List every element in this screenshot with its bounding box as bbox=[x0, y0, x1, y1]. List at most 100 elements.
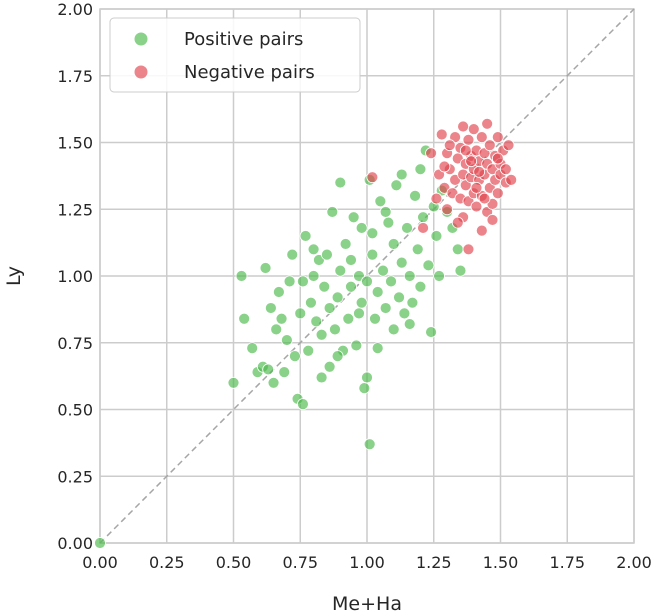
x-tick-label: 1.50 bbox=[483, 553, 519, 572]
data-point-negative-pairs bbox=[470, 200, 483, 213]
data-point-positive-pairs bbox=[278, 366, 291, 379]
data-point-positive-pairs bbox=[323, 302, 336, 314]
data-point-positive-pairs bbox=[430, 230, 443, 242]
data-point-positive-pairs bbox=[326, 206, 339, 218]
data-point-positive-pairs bbox=[361, 275, 373, 288]
data-point-positive-pairs bbox=[401, 222, 413, 234]
data-point-negative-pairs bbox=[366, 171, 379, 184]
data-point-positive-pairs bbox=[361, 371, 373, 384]
data-point-negative-pairs bbox=[435, 128, 448, 141]
data-point-positive-pairs bbox=[422, 259, 435, 272]
legend-label-negative-pairs: Negative pairs bbox=[184, 62, 315, 83]
data-point-positive-pairs bbox=[433, 270, 445, 282]
data-point-negative-pairs bbox=[486, 214, 499, 226]
data-point-positive-pairs bbox=[355, 222, 368, 234]
x-tick-label: 0.00 bbox=[82, 553, 118, 572]
y-tick-label: 1.50 bbox=[57, 134, 93, 153]
data-point-positive-pairs bbox=[283, 275, 296, 288]
data-point-positive-pairs bbox=[425, 326, 437, 338]
data-point-positive-pairs bbox=[414, 280, 427, 293]
data-point-positive-pairs bbox=[227, 376, 240, 389]
data-point-positive-pairs bbox=[417, 211, 429, 224]
data-point-positive-pairs bbox=[307, 243, 320, 256]
data-point-negative-pairs bbox=[491, 187, 504, 200]
data-point-negative-pairs bbox=[473, 165, 486, 178]
data-point-positive-pairs bbox=[286, 248, 299, 261]
data-point-positive-pairs bbox=[406, 296, 419, 309]
data-point-positive-pairs bbox=[409, 189, 421, 202]
data-point-positive-pairs bbox=[318, 280, 331, 293]
data-point-negative-pairs bbox=[430, 192, 443, 205]
data-points bbox=[94, 117, 518, 549]
data-point-negative-pairs bbox=[499, 163, 512, 176]
data-point-negative-pairs bbox=[475, 224, 488, 237]
data-point-negative-pairs bbox=[451, 216, 464, 229]
y-tick-label: 0.25 bbox=[57, 467, 93, 486]
plot-area-frame bbox=[99, 8, 635, 544]
y-tick-label: 1.25 bbox=[57, 200, 93, 219]
y-tick-label: 1.00 bbox=[57, 267, 93, 286]
data-point-positive-pairs bbox=[246, 342, 259, 354]
data-point-positive-pairs bbox=[280, 334, 293, 346]
data-point-negative-pairs bbox=[443, 139, 456, 152]
data-point-negative-pairs bbox=[417, 222, 429, 234]
data-point-negative-pairs bbox=[502, 139, 515, 152]
data-point-positive-pairs bbox=[369, 312, 381, 325]
data-point-positive-pairs bbox=[334, 264, 347, 277]
data-point-positive-pairs bbox=[355, 296, 368, 309]
data-point-negative-pairs bbox=[505, 173, 518, 186]
y-axis-ticks: 0.00 0.25 0.50 0.75 1.00 1.25 1.50 1.75 2.00 bbox=[57, 0, 93, 553]
data-point-positive-pairs bbox=[270, 323, 283, 336]
x-tick-label: 1.25 bbox=[416, 553, 452, 572]
data-point-negative-pairs bbox=[481, 117, 494, 130]
data-point-positive-pairs bbox=[395, 168, 408, 181]
data-point-positive-pairs bbox=[264, 302, 277, 314]
data-point-positive-pairs bbox=[342, 312, 355, 325]
data-point-positive-pairs bbox=[374, 195, 387, 208]
x-axis-title: Me+Ha bbox=[332, 593, 402, 615]
data-point-positive-pairs bbox=[275, 312, 288, 325]
data-point-positive-pairs bbox=[363, 438, 376, 451]
data-point-positive-pairs bbox=[307, 270, 320, 282]
data-point-negative-pairs bbox=[438, 160, 451, 173]
legend-marker-negative-pairs bbox=[133, 64, 149, 80]
data-point-negative-pairs bbox=[478, 192, 491, 205]
data-point-positive-pairs bbox=[302, 344, 315, 357]
data-point-positive-pairs bbox=[366, 227, 379, 240]
x-tick-label: 0.50 bbox=[216, 553, 252, 572]
y-tick-label: 2.00 bbox=[57, 0, 93, 19]
data-point-positive-pairs bbox=[345, 254, 357, 266]
x-tick-label: 0.75 bbox=[282, 553, 318, 572]
data-point-positive-pairs bbox=[371, 286, 384, 298]
data-point-positive-pairs bbox=[411, 243, 424, 256]
data-point-positive-pairs bbox=[353, 307, 365, 320]
data-point-positive-pairs bbox=[387, 238, 400, 250]
data-point-negative-pairs bbox=[441, 203, 454, 216]
data-point-positive-pairs bbox=[403, 318, 416, 330]
data-point-positive-pairs bbox=[272, 286, 285, 298]
data-point-positive-pairs bbox=[350, 339, 363, 352]
data-point-positive-pairs bbox=[331, 291, 344, 304]
x-tick-label: 1.75 bbox=[549, 553, 585, 572]
data-point-positive-pairs bbox=[315, 328, 328, 341]
data-point-positive-pairs bbox=[297, 275, 309, 288]
data-point-positive-pairs bbox=[377, 264, 389, 277]
data-point-negative-pairs bbox=[457, 120, 470, 133]
legend: Positive pairs Negative pairs bbox=[109, 17, 361, 93]
x-axis-ticks: 0.00 0.25 0.50 0.75 1.00 1.25 1.50 1.75 2.00 bbox=[82, 553, 652, 572]
data-point-positive-pairs bbox=[299, 230, 312, 242]
data-point-positive-pairs bbox=[358, 382, 371, 395]
data-point-positive-pairs bbox=[379, 206, 392, 218]
data-point-positive-pairs bbox=[323, 360, 336, 373]
x-tick-label: 0.25 bbox=[149, 553, 185, 572]
data-point-positive-pairs bbox=[321, 248, 333, 261]
data-point-positive-pairs bbox=[395, 256, 408, 269]
data-point-positive-pairs bbox=[451, 243, 464, 256]
y-tick-label: 0.75 bbox=[57, 334, 93, 353]
data-point-positive-pairs bbox=[347, 211, 360, 224]
data-point-positive-pairs bbox=[387, 323, 400, 336]
data-point-positive-pairs bbox=[403, 270, 416, 282]
data-point-negative-pairs bbox=[470, 181, 483, 194]
data-point-positive-pairs bbox=[315, 371, 328, 384]
diagonal-reference-line bbox=[99, 8, 635, 544]
